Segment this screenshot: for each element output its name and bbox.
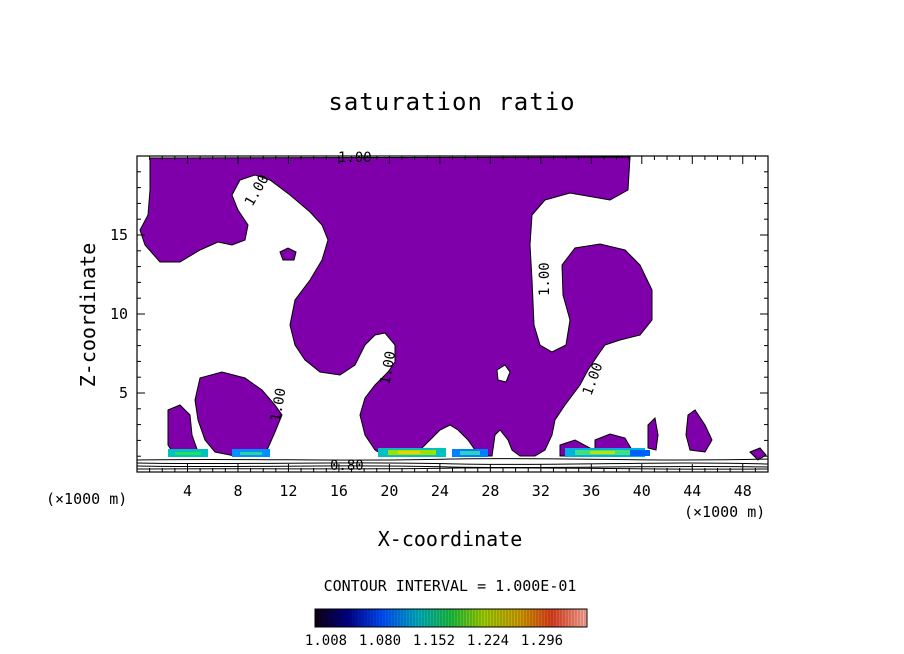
contour-label: 1.00	[338, 150, 372, 166]
x-tick-label: 28	[481, 482, 499, 500]
contour-label: 1.00	[537, 262, 553, 296]
supersaturation-blob	[279, 247, 297, 261]
x-tick-label: 8	[233, 482, 242, 500]
x-tick-label: 44	[683, 482, 701, 500]
x-tick-label: 24	[431, 482, 449, 500]
x-tick-label: 12	[279, 482, 297, 500]
x-tick-label: 40	[633, 482, 651, 500]
x-tick-label: 48	[734, 482, 752, 500]
contour-interval-text: CONTOUR INTERVAL = 1.000E-01	[323, 577, 577, 595]
x-tick-label: 4	[183, 482, 192, 500]
colorbar-tick-label: 1.224	[467, 633, 509, 649]
y-tick-label: 5	[119, 384, 128, 402]
x-tick-label: 20	[380, 482, 398, 500]
supersaturation-region-main	[139, 156, 653, 457]
colorbar-labels: 1.008 1.080 1.152 1.224 1.296	[305, 633, 563, 649]
colorbar	[314, 608, 588, 628]
y-tick-label: 10	[110, 305, 128, 323]
x-tick-label: 36	[582, 482, 600, 500]
x-axis-label: X-coordinate	[377, 527, 523, 551]
contour-label: 1.00	[378, 350, 400, 386]
contour-label: 1.00	[268, 387, 290, 423]
contour-field	[137, 156, 768, 470]
x-unit-label-left: (×1000 m)	[46, 490, 128, 508]
axis-ticks	[137, 156, 768, 472]
colorbar-tick-label: 1.296	[521, 633, 563, 649]
x-unit-label-right: (×1000 m)	[684, 503, 766, 521]
colorbar-tick-label: 1.152	[413, 633, 455, 649]
supersaturation-region-left	[194, 371, 283, 457]
colorbar-tick-label: 1.080	[359, 633, 401, 649]
y-tick-label: 15	[110, 226, 128, 244]
chart-title: saturation ratio	[328, 88, 576, 116]
colorbar-stripes	[317, 609, 586, 627]
x-tick-label: 32	[532, 482, 550, 500]
colorbar-tick-label: 1.008	[305, 633, 347, 649]
surface-contours	[137, 458, 768, 470]
x-tick-label: 16	[330, 482, 348, 500]
